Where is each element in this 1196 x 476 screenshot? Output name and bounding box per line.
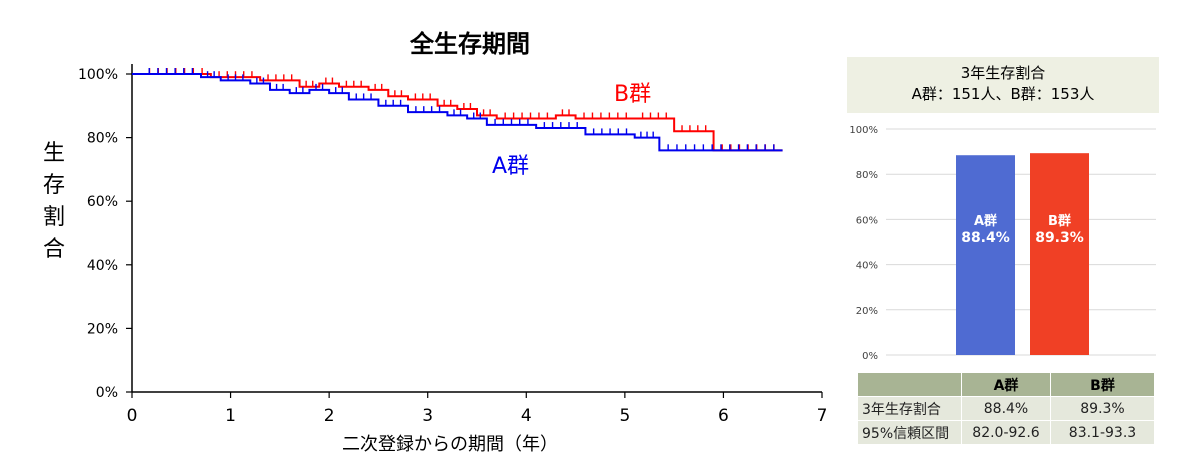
x-tick-label: 1 bbox=[225, 406, 236, 426]
y-tick-label: 20% bbox=[87, 321, 118, 337]
y-axis-label: 生 存 割 合 bbox=[38, 138, 70, 266]
table-row: 3年生存割合 88.4% 89.3% bbox=[857, 396, 1155, 421]
table-cell: 95%信頼区間 bbox=[857, 420, 962, 445]
table-row: 95%信頼区間 82.0-92.6 83.1-93.3 bbox=[857, 420, 1155, 445]
rate-header-box: 3年生存割合 A群：151人、B群：153人 bbox=[847, 57, 1159, 113]
rate-subtitle: A群：151人、B群：153人 bbox=[911, 85, 1095, 103]
table-header-cell: B群 bbox=[1050, 372, 1155, 397]
bar-category-label: B群 bbox=[1048, 213, 1071, 229]
bar-value-label: 89.3% bbox=[1035, 230, 1084, 246]
table-cell: 88.4% bbox=[961, 396, 1051, 421]
series-b-line bbox=[132, 73, 783, 152]
y-tick-label: 100% bbox=[78, 67, 118, 83]
table-header-cell: A群 bbox=[961, 372, 1051, 397]
summary-table: A群 B群 3年生存割合 88.4% 89.3% 95%信頼区間 82.0-92… bbox=[857, 372, 1155, 445]
table-cell: 89.3% bbox=[1050, 396, 1155, 421]
table-header-cell bbox=[857, 372, 962, 397]
y-axis-label-char: 存 bbox=[42, 173, 65, 198]
y-axis-label-char: 生 bbox=[42, 141, 65, 166]
bar-y-tick-label: 0% bbox=[862, 351, 878, 362]
x-tick-label: 2 bbox=[324, 406, 335, 426]
rate-title: 3年生存割合 bbox=[960, 64, 1046, 82]
bar-value-label: 88.4% bbox=[961, 230, 1010, 246]
table-cell: 82.0-92.6 bbox=[961, 420, 1051, 445]
table-header-row: A群 B群 bbox=[857, 372, 1155, 397]
bar bbox=[1030, 153, 1089, 355]
x-tick-label: 3 bbox=[422, 406, 433, 426]
y-axis-label-char: 割 bbox=[42, 205, 65, 230]
bar-y-tick-label: 100% bbox=[849, 125, 878, 136]
y-tick-label: 60% bbox=[87, 194, 118, 210]
table-cell: 83.1-93.3 bbox=[1050, 420, 1155, 445]
bar-y-tick-label: 60% bbox=[856, 215, 878, 226]
x-axis-label: 二次登録からの期間（年） bbox=[342, 434, 558, 455]
series-label-b: B群 bbox=[614, 82, 652, 107]
bar bbox=[956, 155, 1015, 355]
y-tick-label: 0% bbox=[96, 385, 118, 401]
table-cell: 3年生存割合 bbox=[857, 396, 962, 421]
bar-y-tick-label: 80% bbox=[856, 170, 878, 181]
x-tick-label: 4 bbox=[521, 406, 532, 426]
y-tick-label: 80% bbox=[87, 131, 118, 147]
chart-title: 全生存期間 bbox=[410, 30, 530, 58]
bar-y-tick-label: 20% bbox=[856, 306, 878, 317]
y-tick-label: 40% bbox=[87, 258, 118, 274]
bar-category-label: A群 bbox=[974, 213, 997, 229]
x-tick-label: 6 bbox=[718, 406, 729, 426]
x-tick-label: 7 bbox=[817, 406, 828, 426]
x-tick-label: 5 bbox=[619, 406, 630, 426]
bar-y-tick-label: 40% bbox=[856, 261, 878, 272]
y-axis-label-char: 合 bbox=[42, 237, 65, 262]
series-a-line bbox=[132, 73, 783, 152]
x-tick-label: 0 bbox=[127, 406, 138, 426]
series-label-a: A群 bbox=[492, 154, 530, 179]
